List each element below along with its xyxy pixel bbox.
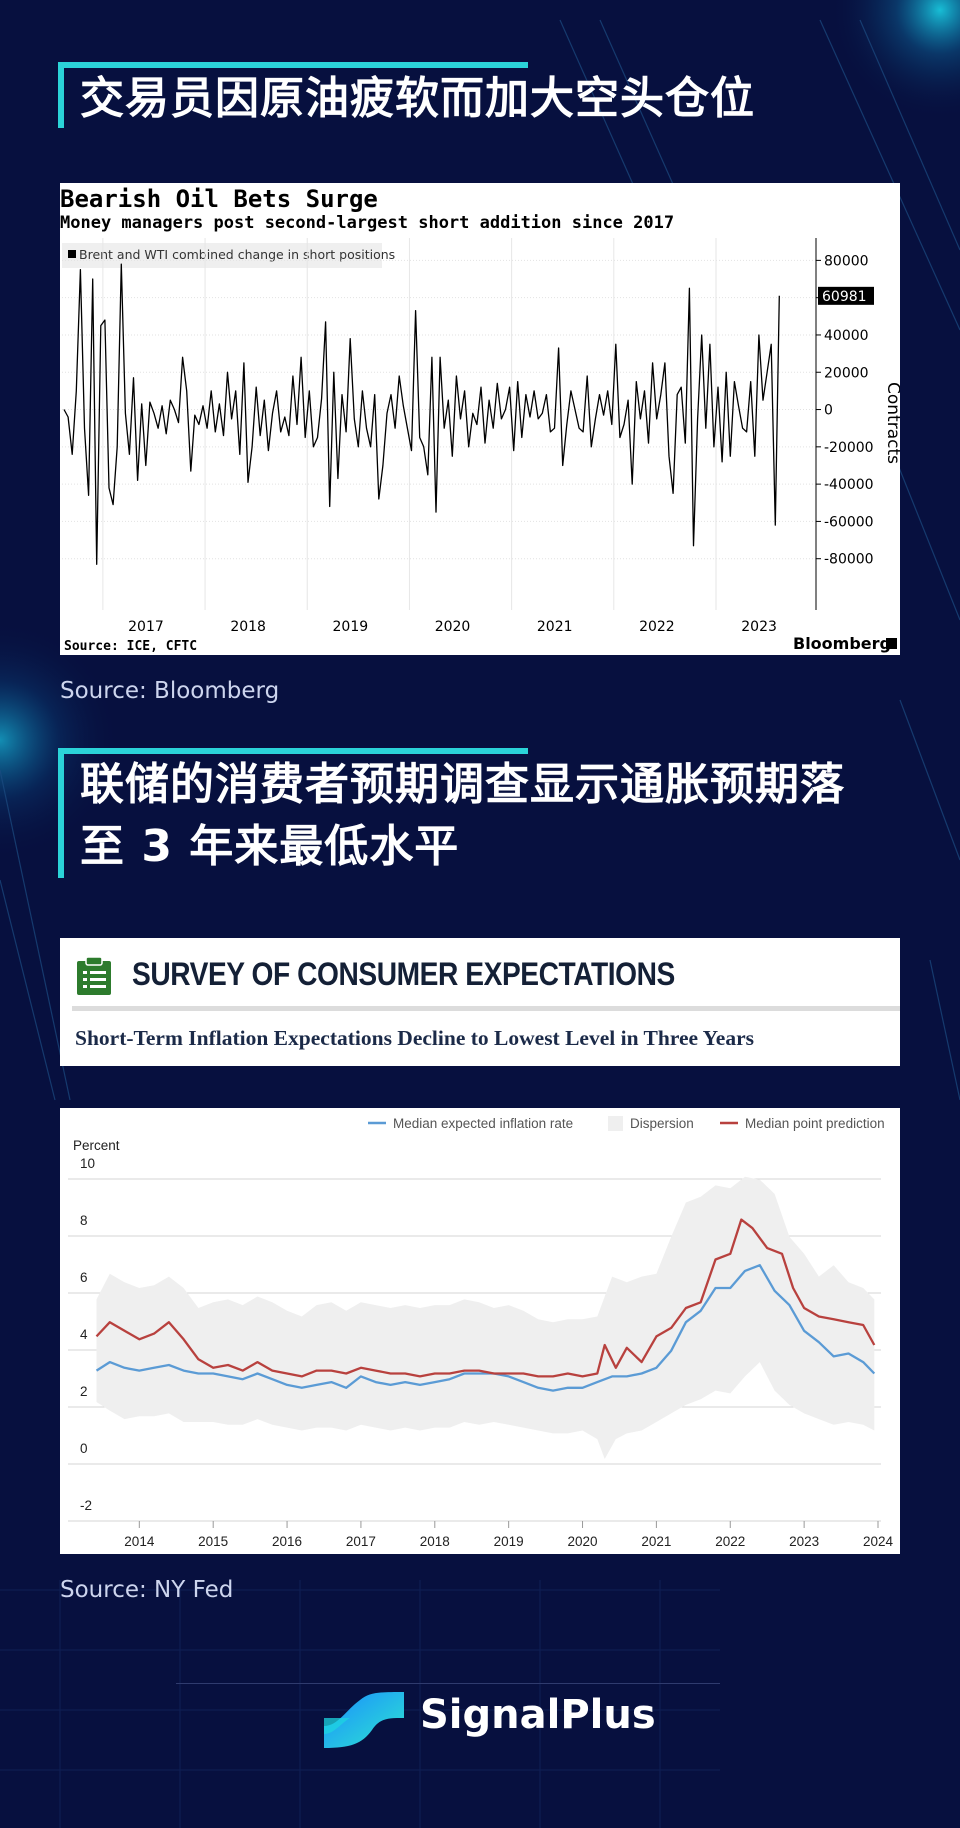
inf-x-tick-label: 2022 xyxy=(715,1534,745,1549)
signalplus-logo: SignalPlus xyxy=(320,1686,656,1752)
oil-x-tick-label: 2020 xyxy=(435,619,471,635)
dispersion-band xyxy=(96,1176,875,1459)
signalplus-logo-icon xyxy=(324,1692,404,1748)
survey-subtitle: Short-Term Inflation Expectations Declin… xyxy=(75,1026,754,1050)
oil-y-tick-label: -20000 xyxy=(824,440,874,456)
inf-x-tick-label: 2017 xyxy=(346,1534,376,1549)
inflation-y-axis-label: Percent xyxy=(73,1138,120,1153)
legend-median-point-label: Median point prediction xyxy=(745,1116,885,1131)
inf-y-tick-label: 6 xyxy=(80,1270,88,1285)
inflation-chart-panel: Median expected inflation rate Dispersio… xyxy=(60,1108,900,1554)
accent-bar xyxy=(58,748,528,754)
oil-y-tick-label: 0 xyxy=(824,403,833,419)
oil-legend-label: Brent and WTI combined change in short p… xyxy=(79,247,395,262)
inf-x-tick-label: 2020 xyxy=(568,1534,598,1549)
footer-divider xyxy=(176,1683,720,1684)
survey-title: SURVEY OF CONSUMER EXPECTATIONS xyxy=(132,956,675,992)
oil-bets-chart: Brent and WTI combined change in short p… xyxy=(62,238,900,654)
oil-series-line xyxy=(63,263,780,565)
accent-bar xyxy=(58,62,528,68)
brand-name: SignalPlus xyxy=(420,1692,656,1738)
inf-x-tick-label: 2021 xyxy=(641,1534,671,1549)
oil-x-tick-label: 2023 xyxy=(741,619,777,635)
oil-bets-chart-panel: Bearish Oil Bets Surge Money managers po… xyxy=(60,183,900,655)
bloomberg-watermark: Bloomberg xyxy=(793,634,891,653)
survey-divider xyxy=(72,1006,900,1011)
inf-x-tick-label: 2016 xyxy=(272,1534,302,1549)
survey-header-panel: SURVEY OF CONSUMER EXPECTATIONS Short-Te… xyxy=(60,938,900,1066)
inf-x-tick-label: 2018 xyxy=(420,1534,450,1549)
oil-y-axis-label: Contracts xyxy=(883,382,900,464)
legend-dispersion-swatch xyxy=(608,1116,623,1131)
median-expected-inflation-line xyxy=(95,1264,876,1392)
inf-y-tick-label: 10 xyxy=(80,1156,95,1171)
source-bloomberg: Source: Bloomberg xyxy=(60,678,280,704)
oil-y-tick-label: 80000 xyxy=(824,253,869,269)
section1-heading: 交易员因原油疲软而加大空头仓位 xyxy=(80,73,755,124)
inf-x-tick-label: 2024 xyxy=(863,1534,894,1549)
source-nyfed: Source: NY Fed xyxy=(60,1577,234,1603)
last-value-label: 60981 xyxy=(822,289,867,305)
oil-y-tick-label: 20000 xyxy=(824,365,869,381)
oil-y-tick-label: -40000 xyxy=(824,477,874,493)
oil-x-tick-label: 2018 xyxy=(230,619,266,635)
inf-y-tick-label: 4 xyxy=(80,1327,88,1342)
oil-x-tick-label: 2021 xyxy=(537,619,573,635)
section2-heading-box: 联储的消费者预期调查显示通胀预期落 至 3 年来最低水平 xyxy=(58,748,898,878)
last-value-badge xyxy=(818,286,874,305)
oil-chart-subtitle: Money managers post second-largest short… xyxy=(60,213,675,233)
inf-x-tick-label: 2023 xyxy=(789,1534,819,1549)
legend-median-rate-label: Median expected inflation rate xyxy=(393,1116,573,1131)
oil-legend-swatch xyxy=(68,250,76,258)
oil-x-tick-label: 2019 xyxy=(333,619,369,635)
oil-chart-title: Bearish Oil Bets Surge xyxy=(60,185,378,213)
section1-heading-box: 交易员因原油疲软而加大空头仓位 xyxy=(58,62,755,128)
inf-x-tick-label: 2019 xyxy=(494,1534,524,1549)
inflation-expectations-chart: Median expected inflation rate Dispersio… xyxy=(68,1116,894,1549)
inf-y-tick-label: 2 xyxy=(80,1384,88,1399)
inf-x-tick-label: 2014 xyxy=(124,1534,155,1549)
section2-heading-line1: 联储的消费者预期调查显示通胀预期落 xyxy=(80,759,845,810)
oil-y-tick-label: -80000 xyxy=(824,552,874,568)
inf-y-tick-label: 8 xyxy=(80,1213,88,1228)
legend-dispersion-label: Dispersion xyxy=(630,1116,694,1131)
oil-y-tick-label: 40000 xyxy=(824,328,869,344)
inf-y-tick-label: 0 xyxy=(80,1441,88,1456)
oil-source-label: Source: ICE, CFTC xyxy=(64,639,197,654)
inf-y-tick-label: -2 xyxy=(80,1498,92,1513)
oil-x-tick-label: 2022 xyxy=(639,619,675,635)
section2-heading-line2: 至 3 年来最低水平 xyxy=(80,821,460,872)
clipboard-icon xyxy=(77,956,111,995)
oil-x-tick-label: 2017 xyxy=(128,619,164,635)
oil-legend-box xyxy=(62,243,382,268)
inf-x-tick-label: 2015 xyxy=(198,1534,228,1549)
median-point-prediction-line xyxy=(95,1218,876,1378)
oil-y-tick-label: -60000 xyxy=(824,514,874,530)
bloomberg-icon xyxy=(886,638,897,649)
